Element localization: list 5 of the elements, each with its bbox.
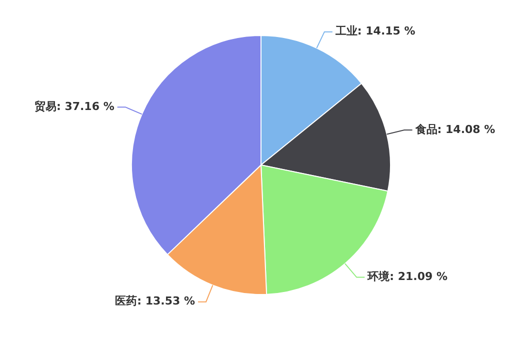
slice-label: 工业: 14.15 % <box>334 24 416 38</box>
slice-label: 医药: 13.53 % <box>115 294 196 308</box>
slice-label: 食品: 14.08 % <box>414 122 496 136</box>
slice-label: 贸易: 37.16 % <box>34 100 114 113</box>
slice-label: 环境: 21.09 % <box>366 270 448 284</box>
